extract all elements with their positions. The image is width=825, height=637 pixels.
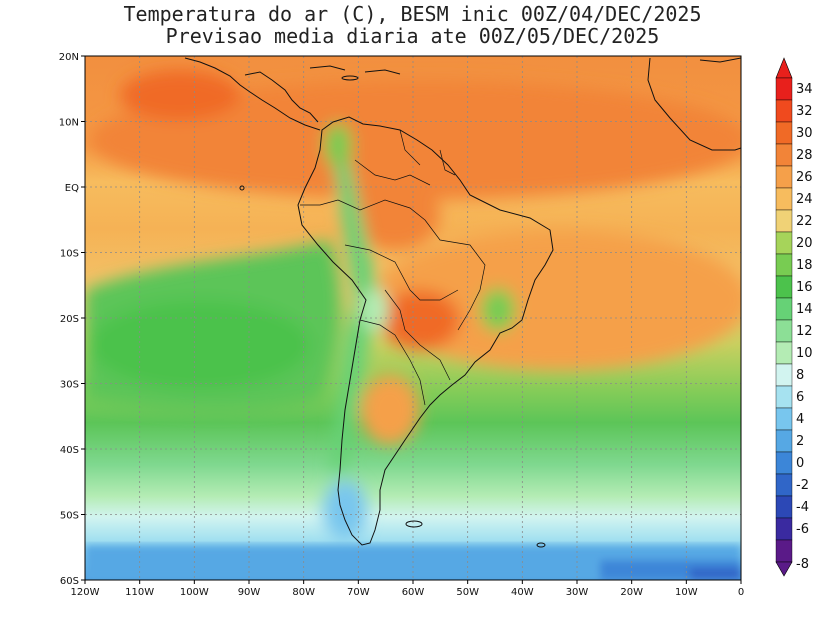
colorbar-label: 20 [796, 236, 813, 251]
colorbar-segment [775, 165, 793, 189]
colorbar-label: 10 [796, 346, 813, 361]
colorbar-label: 2 [796, 434, 804, 449]
map-title-line2: Previsao media diaria ate 00Z/05/DEC/202… [165, 24, 660, 48]
latitude-label: 40S [60, 445, 79, 456]
colorbar-label: 0 [796, 456, 804, 471]
colorbar-label: 24 [796, 192, 813, 207]
latitude-axis: 20N 10N EQ 10S 20S 30S 40S 50S 60S [59, 52, 85, 587]
colorbar-segment [775, 77, 793, 101]
longitude-label: 120W [71, 587, 100, 598]
colorbar-segment [775, 473, 793, 497]
colorbar-label: -8 [796, 557, 809, 572]
colorbar-segment [775, 517, 793, 541]
colorbar-segment [775, 451, 793, 475]
latitude-label: 30S [60, 380, 79, 391]
latitude-label: 60S [60, 576, 79, 587]
colorbar-segment [775, 341, 793, 365]
colorbar-label: 30 [796, 126, 813, 141]
colorbar-label: 8 [796, 368, 804, 383]
colorbar-label: 6 [796, 390, 804, 405]
longitude-label: 100W [180, 587, 209, 598]
colorbar-segment [775, 209, 793, 233]
coastlines [184, 57, 741, 548]
colorbar-segment [775, 495, 793, 519]
colorbar-segment [775, 297, 793, 321]
map-title-line1: Temperatura do ar (C), BESM inic 00Z/04/… [123, 2, 702, 26]
colorbar-segment [775, 275, 793, 299]
latitude-label: 50S [60, 511, 79, 522]
colorbar-segment [775, 99, 793, 123]
longitude-label: 30W [566, 587, 589, 598]
colorbar-label: 26 [796, 170, 813, 185]
colorbar-segment [775, 187, 793, 211]
longitude-label: 90W [238, 587, 261, 598]
colorbar-segment [775, 429, 793, 453]
colorbar-label: 18 [796, 258, 813, 273]
latitude-label: EQ [65, 183, 79, 194]
colorbar-segment [775, 253, 793, 277]
longitude-label: 110W [125, 587, 154, 598]
colorbar-segment [775, 363, 793, 387]
colorbar-label: 14 [796, 302, 813, 317]
colorbar-label: 28 [796, 148, 813, 163]
colorbar-segment [775, 143, 793, 167]
colorbar-segment [775, 121, 793, 145]
longitude-label: 0 [738, 587, 744, 598]
longitude-label: 20W [620, 587, 643, 598]
latitude-label: 10S [60, 249, 79, 260]
colorbar-label: -6 [796, 522, 809, 537]
colorbar-segment [775, 231, 793, 255]
colorbar-segment [775, 539, 793, 563]
longitude-label: 10W [675, 587, 698, 598]
latitude-label: 10N [59, 118, 79, 129]
country-borders [300, 129, 486, 406]
colorbar-bottom-arrow [775, 561, 793, 577]
colorbar-label: 16 [796, 280, 813, 295]
colorbar-top-arrow [775, 57, 793, 79]
colorbar-label: 4 [796, 412, 804, 427]
colorbar-label: 34 [796, 82, 813, 97]
longitude-axis: 120W 110W 100W 90W 80W 70W 60W 50W 40W 30W 20W 10W 0 [71, 580, 744, 598]
colorbar-label: 32 [796, 104, 813, 119]
colorbar-segment [775, 407, 793, 431]
graticule [85, 56, 741, 580]
colorbar-segment [775, 319, 793, 343]
longitude-label: 40W [511, 587, 534, 598]
colorbar-label: -2 [796, 478, 809, 493]
longitude-label: 70W [347, 587, 370, 598]
longitude-label: 60W [402, 587, 425, 598]
colorbar-label: 12 [796, 324, 813, 339]
latitude-label: 20S [60, 314, 79, 325]
latitude-label: 20N [59, 52, 79, 63]
colorbar-label: -4 [796, 500, 809, 515]
colorbar-segment [775, 385, 793, 409]
colorbar-label: 22 [796, 214, 813, 229]
longitude-label: 80W [292, 587, 315, 598]
longitude-label: 50W [456, 587, 479, 598]
